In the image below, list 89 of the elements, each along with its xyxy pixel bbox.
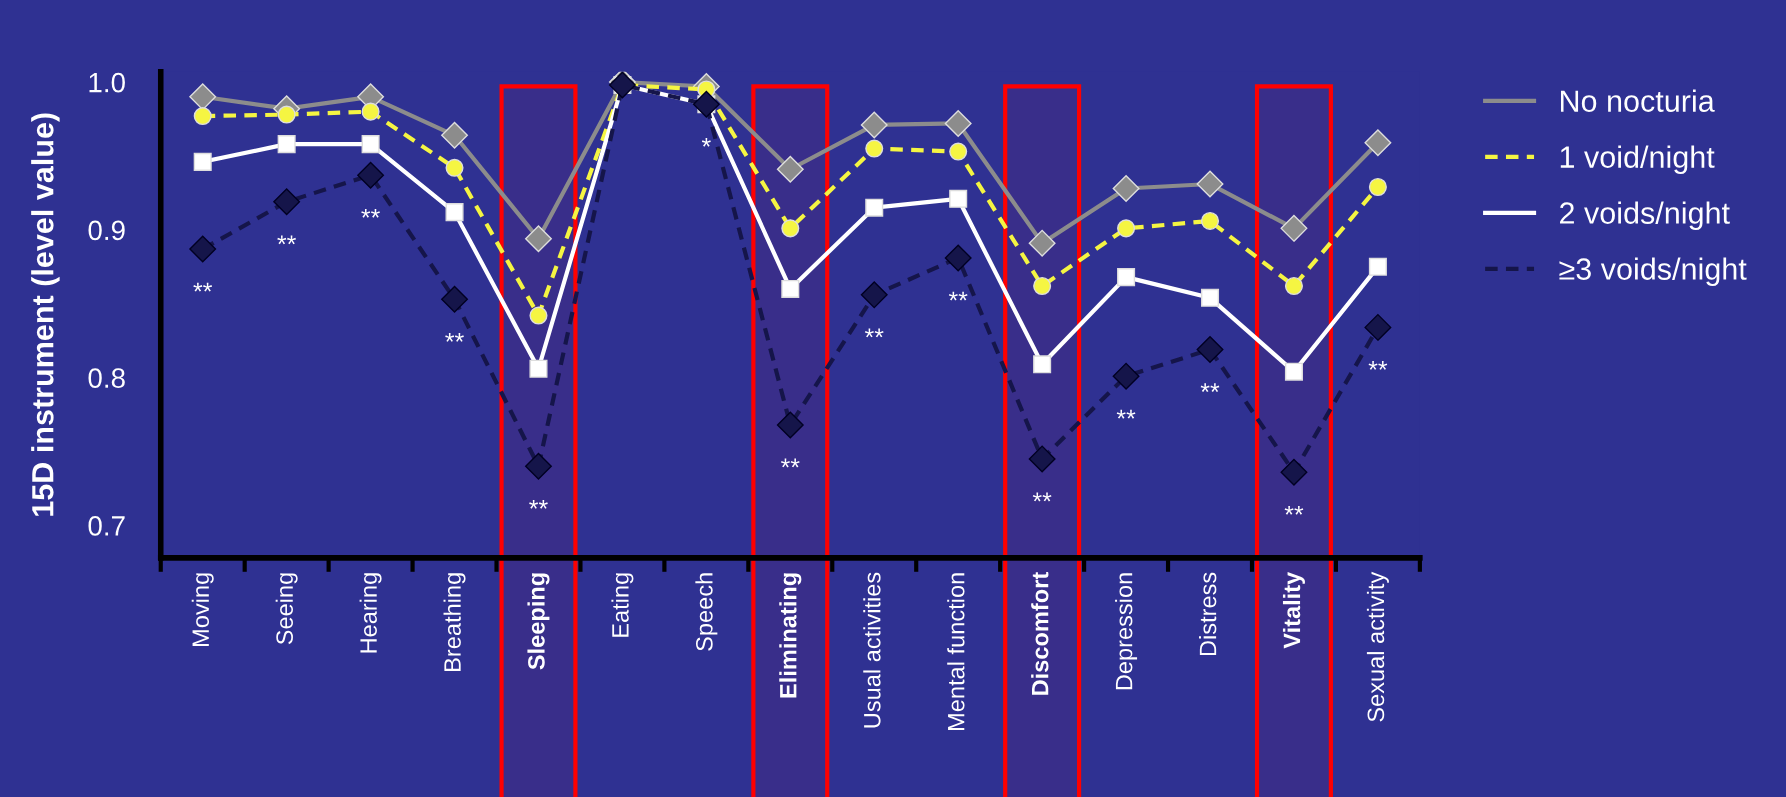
x-tick-label: Mental function — [947, 573, 965, 730]
point — [692, 90, 720, 118]
annotation: ** — [529, 499, 548, 509]
point — [441, 285, 468, 313]
annotation: ** — [864, 328, 884, 338]
point — [529, 306, 548, 325]
annotation: ** — [1200, 383, 1220, 393]
point — [525, 452, 552, 480]
point — [1117, 268, 1136, 287]
point — [525, 225, 552, 253]
y-tick-label: 0.9 — [88, 220, 125, 241]
point — [1364, 313, 1392, 341]
point — [1196, 336, 1224, 364]
x-tick-label: Sleeping — [527, 573, 550, 670]
point — [193, 107, 212, 126]
point — [361, 135, 380, 154]
annotation: * — [701, 137, 711, 147]
x-tick-label: Breathing — [443, 573, 466, 671]
point — [776, 155, 804, 183]
y-axis-title: 15D instrument (level value) — [31, 113, 60, 516]
point — [1117, 219, 1136, 238]
point — [949, 142, 968, 161]
annotation: ** — [445, 333, 464, 342]
point — [1028, 229, 1056, 257]
x-tick-label: Vitality — [1282, 571, 1305, 649]
annotation: ** — [1368, 361, 1388, 370]
point — [361, 102, 380, 121]
point — [189, 235, 217, 263]
point — [445, 203, 464, 222]
point — [860, 281, 888, 309]
x-tick-label: Speech — [695, 573, 718, 651]
annotation: ** — [1284, 505, 1304, 515]
legend-label: 1 void/night — [1560, 145, 1715, 174]
point — [1368, 177, 1387, 197]
point — [193, 152, 212, 171]
point — [273, 188, 301, 216]
y-tick-label: 1.0 — [89, 72, 125, 93]
point — [781, 279, 800, 298]
x-tick-label: Seeing — [275, 573, 298, 645]
x-tick-label: Depression — [1115, 573, 1138, 690]
legend-label: 2 voids/night — [1560, 201, 1730, 230]
point — [776, 411, 804, 439]
point — [1200, 288, 1220, 307]
point — [1280, 458, 1308, 486]
x-tick-label: Sexual activity — [1366, 571, 1389, 722]
point — [445, 158, 464, 177]
point — [860, 111, 888, 139]
legend-label: ≥3 voids/night — [1559, 257, 1747, 286]
point — [357, 161, 385, 189]
x-tick-label: Eating — [611, 573, 634, 637]
point — [944, 244, 972, 272]
point — [949, 189, 968, 208]
y-tick-label: 0.8 — [88, 368, 125, 388]
annotation: ** — [361, 208, 380, 218]
point — [944, 109, 972, 137]
annotation: ** — [1116, 409, 1136, 419]
x-tick-label: Distress — [1199, 572, 1217, 656]
point — [1033, 276, 1052, 296]
annotation: ** — [1032, 492, 1052, 502]
point — [529, 359, 548, 378]
annotation: ** — [277, 235, 296, 245]
legend-label: No nocturia — [1560, 89, 1715, 112]
point — [189, 83, 217, 111]
point — [1364, 129, 1392, 157]
x-tick-label: Moving — [191, 573, 214, 646]
x-tick-label: Eliminating — [779, 573, 802, 698]
point — [781, 219, 800, 238]
point — [1284, 362, 1303, 381]
point — [1033, 355, 1052, 374]
point — [277, 105, 296, 124]
annotation: ** — [948, 291, 968, 301]
point — [1284, 276, 1303, 296]
point — [1028, 445, 1056, 473]
y-tick-label: 0.7 — [88, 516, 125, 536]
point — [1280, 214, 1308, 242]
x-tick-label: Hearing — [359, 573, 382, 653]
annotation: ** — [780, 458, 800, 468]
point — [277, 135, 296, 154]
annotation: ** — [193, 282, 213, 292]
point — [1368, 257, 1387, 276]
point — [1200, 211, 1220, 231]
point — [865, 198, 884, 217]
point — [1196, 170, 1224, 198]
point — [1112, 362, 1140, 390]
x-tick-label: Discomfort — [1031, 572, 1049, 695]
point — [1112, 175, 1140, 202]
point — [441, 121, 468, 149]
x-tick-label: Usual activities — [863, 572, 881, 728]
point — [865, 139, 884, 158]
